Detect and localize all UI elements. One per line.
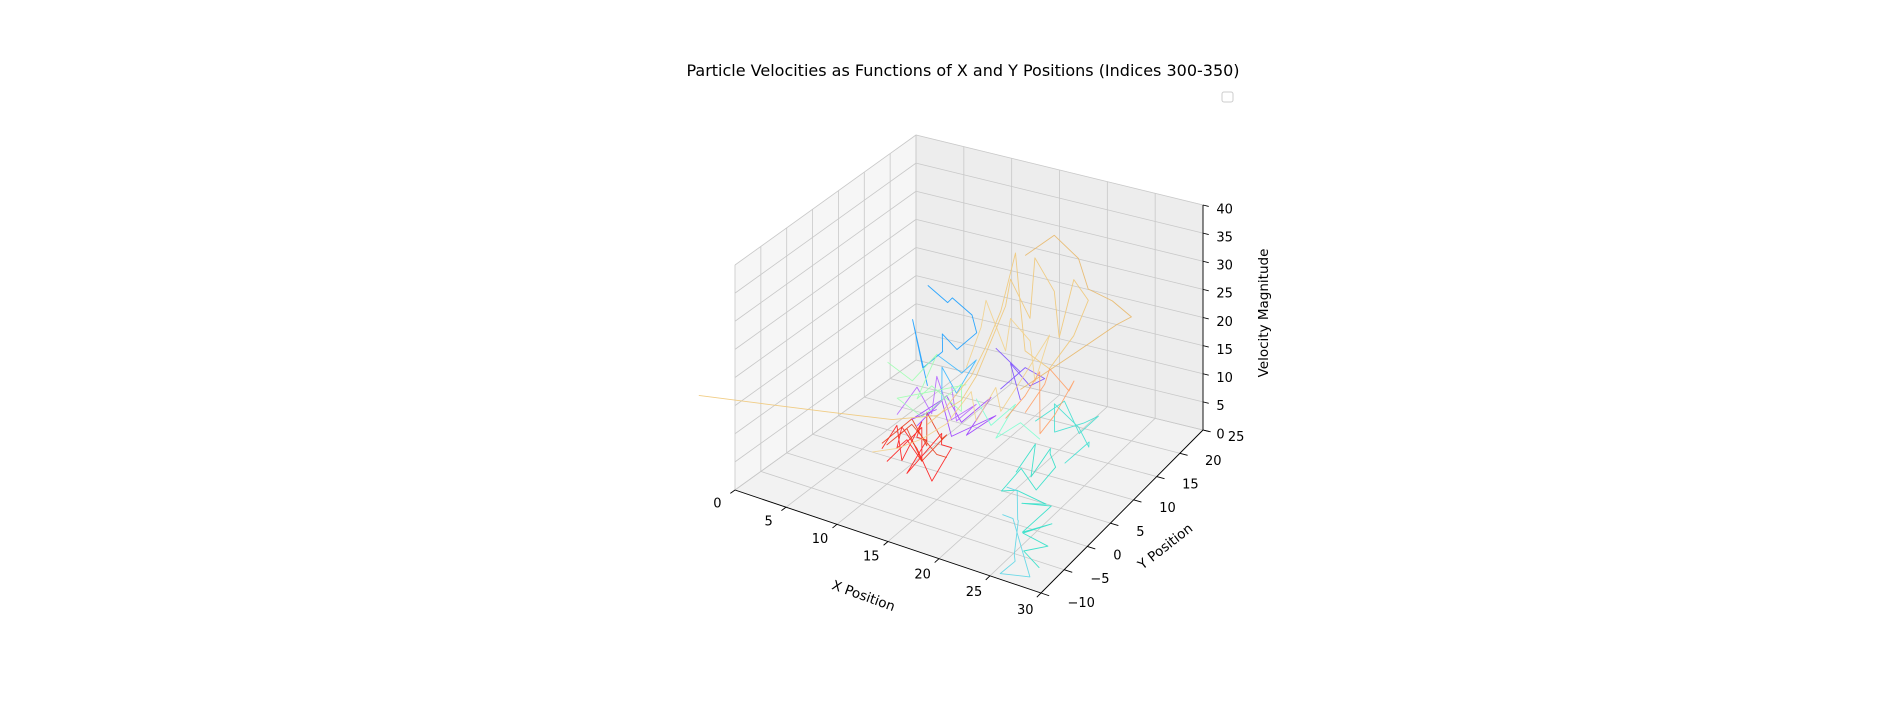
x-tick-mark — [1036, 592, 1042, 598]
floor-gridline-y — [812, 433, 1111, 524]
data-lines — [698, 234, 1132, 578]
series-line-12 — [999, 486, 1031, 578]
legend-box — [1221, 91, 1234, 103]
y-tick-mark — [1133, 499, 1142, 503]
y-tick-label: 0 — [1113, 549, 1121, 564]
x-tick-mark — [781, 506, 787, 512]
y-tick-label: 5 — [1136, 525, 1144, 540]
axes-panes — [733, 134, 1204, 594]
left-wall-gridline-z — [734, 190, 917, 322]
z-tick-mark — [1202, 345, 1209, 348]
series-line-2 — [881, 411, 948, 462]
floor-gridline-x — [989, 418, 1156, 577]
z-tick-mark — [1202, 232, 1209, 235]
series-line-15 — [1020, 234, 1132, 390]
x-tick-mark — [730, 489, 736, 494]
chart-title: Particle Velocities as Functions of X an… — [686, 61, 1239, 80]
y-tick-mark — [1064, 569, 1073, 573]
z-tick-mark — [1202, 260, 1209, 264]
y-tick-mark — [1156, 476, 1165, 480]
x-tick-mark — [832, 523, 838, 529]
x-tick-label: 25 — [966, 585, 983, 600]
axes-gridlines — [734, 134, 1204, 594]
z-tick-mark — [1202, 204, 1209, 207]
y-tick-label: 10 — [1159, 501, 1176, 516]
x-tick-mark — [883, 541, 889, 546]
series-line-16 — [1005, 368, 1075, 435]
floor-gridline-y — [890, 378, 1180, 454]
floor-gridline-y — [786, 452, 1088, 547]
z-tick-mark — [1202, 373, 1209, 376]
x-tick-mark — [985, 575, 991, 581]
x-tick-label: 20 — [914, 567, 931, 582]
x-tick-label: 5 — [765, 514, 773, 529]
z-tick-mark — [1202, 401, 1209, 404]
y-tick-mark — [1040, 592, 1050, 597]
left-wall-gridline-z — [734, 219, 917, 350]
z-tick-mark — [1202, 317, 1209, 320]
series-line-8 — [887, 353, 967, 418]
z-tick-mark — [1202, 288, 1209, 292]
z-tick-label: 0 — [1216, 427, 1224, 442]
y-tick-label: 20 — [1205, 454, 1222, 469]
y-tick-label: 25 — [1228, 430, 1245, 445]
series-line-5 — [995, 347, 1046, 401]
z-tick-label: 30 — [1216, 259, 1233, 274]
series-line-11 — [1034, 400, 1099, 464]
y-axis-line — [1040, 429, 1204, 594]
left-wall-gridline-z — [734, 162, 917, 294]
z-tick-label: 15 — [1216, 343, 1233, 358]
left-wall-gridline-z — [734, 359, 917, 491]
x-tick-label: 10 — [812, 532, 829, 547]
x-tick-mark — [934, 558, 940, 563]
floor-gridline-x — [887, 394, 1060, 542]
x-tick-label: 0 — [713, 497, 721, 512]
back-wall-gridline-z — [915, 303, 1204, 375]
back-wall-gridline-z — [915, 162, 1204, 234]
x-axis-label: X Position — [830, 577, 898, 615]
left-wall-gridline-z — [734, 247, 917, 378]
z-tick-label: 20 — [1216, 315, 1233, 330]
series-line-7 — [936, 354, 977, 401]
y-tick-label: 15 — [1182, 478, 1199, 493]
z-tick-label: 40 — [1216, 202, 1233, 217]
z-tick-label: 25 — [1216, 287, 1233, 302]
y-tick-mark — [1179, 452, 1188, 456]
left-wall-gridline-z — [734, 134, 917, 266]
back-wall-gridline-z — [915, 218, 1204, 290]
back-wall-gridline-z — [915, 275, 1204, 347]
series-line-6 — [912, 285, 978, 386]
series-line-3 — [911, 395, 997, 437]
y-tick-mark — [1110, 522, 1119, 526]
floor-gridline-x — [938, 406, 1108, 559]
left-wall-gridline-z — [734, 275, 917, 406]
back-wall-gridline-z — [915, 190, 1204, 262]
z-tick-label: 5 — [1216, 399, 1224, 414]
left-wall-gridline-z — [734, 303, 917, 435]
back-wall-gridline-z — [915, 247, 1204, 318]
back-wall-gridline-z — [915, 134, 1204, 206]
series-line-13 — [698, 252, 1089, 425]
x-tick-label: 15 — [863, 550, 880, 565]
y-tick-label: −5 — [1090, 572, 1109, 587]
z-axis-label: Velocity Magnitude — [1256, 249, 1272, 378]
z-tick-label: 10 — [1216, 371, 1233, 386]
floor-gridline-y — [760, 471, 1065, 571]
y-tick-mark — [1087, 545, 1096, 550]
x-tick-label: 30 — [1017, 603, 1034, 618]
series-line-9 — [975, 398, 1041, 440]
z-tick-mark — [1202, 429, 1209, 432]
y-tick-label: −10 — [1068, 596, 1095, 611]
z-tick-label: 35 — [1216, 230, 1233, 245]
left-wall-gridline-z — [734, 331, 917, 463]
floor-gridline-y — [838, 415, 1134, 501]
series-line-14 — [872, 299, 1051, 453]
